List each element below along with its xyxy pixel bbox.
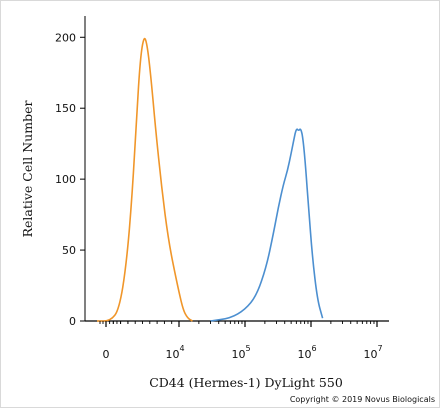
y-tick-label: 150 — [55, 102, 76, 115]
ticks-layer: 0 50 100 150 200 0 104 105 106 107 — [55, 31, 383, 361]
axes — [84, 16, 389, 322]
y-tick-label: 0 — [69, 315, 76, 328]
histogram-series-1 — [96, 37, 193, 322]
x-tick-label: 106 — [297, 344, 316, 361]
x-tick-label: 104 — [165, 344, 184, 361]
y-axis-label: Relative Cell Number — [20, 101, 35, 238]
copyright-notice: Copyright © 2019 Novus Biologicals — [289, 395, 435, 404]
x-tick-label: 107 — [363, 344, 382, 361]
series-layer — [96, 37, 324, 322]
histogram-series-2 — [210, 128, 324, 322]
x-tick-label: 0 — [103, 348, 110, 361]
y-tick-label: 100 — [55, 173, 76, 186]
x-tick-label: 105 — [231, 344, 250, 361]
y-tick-label: 200 — [55, 31, 76, 44]
y-tick-label: 50 — [62, 244, 76, 257]
x-axis-label: CD44 (Hermes-1) DyLight 550 — [149, 375, 343, 390]
